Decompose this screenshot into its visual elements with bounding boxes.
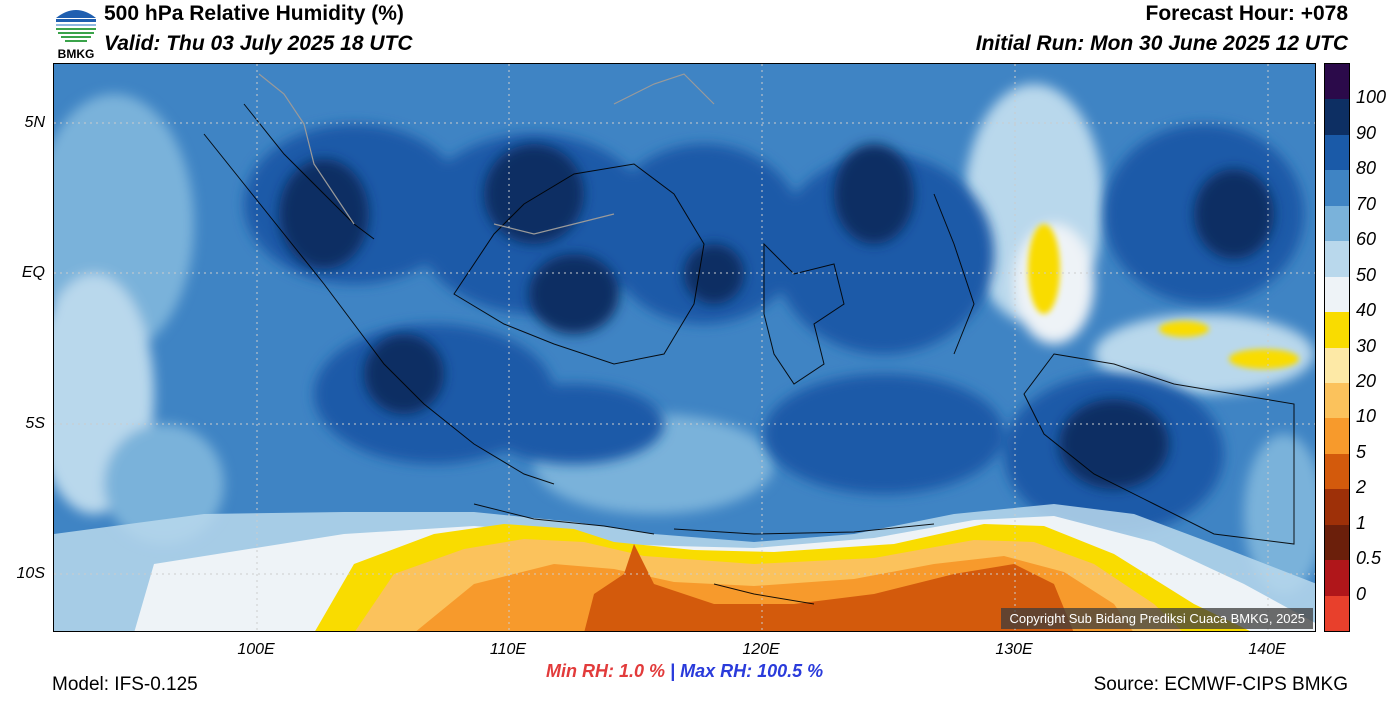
lat-label-eq: EQ — [21, 264, 45, 281]
humidity-map — [53, 63, 1316, 632]
colorbar-label: 5 — [1356, 441, 1367, 462]
colorbar-segment — [1325, 347, 1349, 383]
lat-label-5s: 5S — [25, 415, 45, 432]
rh-stats: Min RH: 1.0 % | Max RH: 100.5 % — [546, 661, 823, 682]
colorbar-label: 1 — [1356, 512, 1367, 533]
bmkg-logo: BMKG — [52, 2, 100, 61]
colorbar-segment — [1325, 382, 1349, 419]
colorbar-segment — [1325, 418, 1349, 454]
colorbar-segment — [1325, 276, 1349, 313]
lon-label-120e: 120E — [742, 641, 780, 658]
colorbar-label: 80 — [1356, 158, 1377, 179]
lon-label-110e: 110E — [489, 641, 527, 658]
colorbar — [1324, 63, 1350, 632]
colorbar-segment — [1325, 560, 1349, 596]
colorbar-segment — [1325, 170, 1349, 206]
initial-run: Initial Run: Mon 30 June 2025 12 UTC — [975, 32, 1348, 55]
logo-text: BMKG — [58, 47, 95, 60]
model-label: Model: IFS-0.125 — [52, 674, 198, 695]
lon-label-140e: 140E — [1248, 641, 1286, 658]
colorbar-label: 100 — [1356, 87, 1387, 108]
colorbar-label: 2 — [1356, 477, 1367, 498]
colorbar-segment — [1325, 595, 1349, 631]
colorbar-segment — [1325, 312, 1349, 348]
colorbar-label: 40 — [1356, 300, 1377, 321]
lon-label-100e: 100E — [237, 641, 275, 658]
lat-label-10s: 10S — [16, 565, 45, 582]
colorbar-label: 50 — [1356, 264, 1377, 285]
colorbar-label: 30 — [1356, 335, 1377, 356]
lat-label-5n: 5N — [24, 114, 45, 131]
lon-label-130e: 130E — [995, 641, 1033, 658]
min-rh: Min RH: 1.0 % — [546, 661, 666, 681]
colorbar-segment — [1325, 64, 1349, 100]
max-rh: Max RH: 100.5 % — [680, 661, 824, 681]
map-title: 500 hPa Relative Humidity (%) — [104, 2, 404, 25]
colorbar-segment — [1325, 99, 1349, 135]
colorbar-segment — [1325, 453, 1349, 490]
colorbar-label: 0.5 — [1356, 548, 1382, 569]
colorbar-segment — [1325, 134, 1349, 171]
colorbar-label: 70 — [1356, 193, 1377, 214]
colorbar-segment — [1325, 489, 1349, 525]
forecast-hour: Forecast Hour: +078 — [1145, 2, 1349, 25]
colorbar-label: 90 — [1356, 122, 1377, 143]
colorbar-segment — [1325, 524, 1349, 561]
colorbar-label: 20 — [1356, 370, 1377, 391]
colorbar-label: 10 — [1356, 406, 1377, 427]
colorbar-segment — [1325, 241, 1349, 277]
colorbar-label: 0 — [1356, 583, 1367, 604]
colorbar-segment — [1325, 205, 1349, 242]
source-label: Source: ECMWF-CIPS BMKG — [1093, 674, 1348, 695]
stats-separator: | — [670, 661, 676, 681]
valid-time: Valid: Thu 03 July 2025 18 UTC — [104, 32, 413, 55]
colorbar-label: 60 — [1356, 229, 1377, 250]
copyright-notice: Copyright Sub Bidang Prediksi Cuaca BMKG… — [1001, 608, 1313, 629]
